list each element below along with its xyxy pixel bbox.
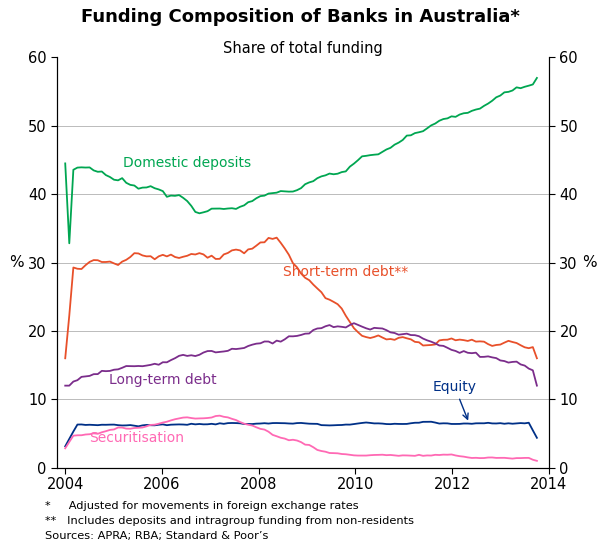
- Y-axis label: %: %: [582, 255, 596, 270]
- Text: Sources: APRA; RBA; Standard & Poor’s: Sources: APRA; RBA; Standard & Poor’s: [45, 531, 268, 541]
- Text: Domestic deposits: Domestic deposits: [123, 156, 251, 170]
- Y-axis label: %: %: [10, 255, 24, 270]
- Text: Securitisation: Securitisation: [89, 430, 184, 445]
- Text: Short-term debt**: Short-term debt**: [283, 265, 408, 279]
- Text: **   Includes deposits and intragroup funding from non-residents: ** Includes deposits and intragroup fund…: [45, 516, 414, 526]
- Text: *     Adjusted for movements in foreign exchange rates: * Adjusted for movements in foreign exch…: [45, 501, 359, 510]
- Text: Funding Composition of Banks in Australia*: Funding Composition of Banks in Australi…: [80, 8, 520, 26]
- Text: Equity: Equity: [433, 380, 476, 419]
- Title: Share of total funding: Share of total funding: [223, 41, 383, 56]
- Text: Long-term debt: Long-term debt: [109, 373, 217, 387]
